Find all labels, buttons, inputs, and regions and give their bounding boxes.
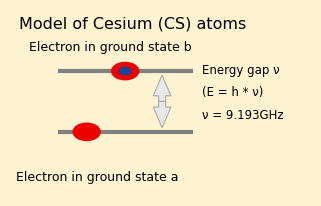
Text: (E = h * ν): (E = h * ν) xyxy=(202,86,264,99)
FancyArrow shape xyxy=(153,101,171,128)
Text: Electron in ground state b: Electron in ground state b xyxy=(29,41,192,54)
Text: Energy gap ν: Energy gap ν xyxy=(202,63,280,77)
Circle shape xyxy=(81,128,92,136)
Text: Model of Cesium (CS) atoms: Model of Cesium (CS) atoms xyxy=(19,16,247,32)
Circle shape xyxy=(73,123,100,140)
Circle shape xyxy=(119,67,131,75)
Text: Electron in ground state a: Electron in ground state a xyxy=(16,171,178,184)
Text: ν = 9.193GHz: ν = 9.193GHz xyxy=(202,109,284,122)
Circle shape xyxy=(112,62,139,80)
FancyArrow shape xyxy=(153,75,171,101)
